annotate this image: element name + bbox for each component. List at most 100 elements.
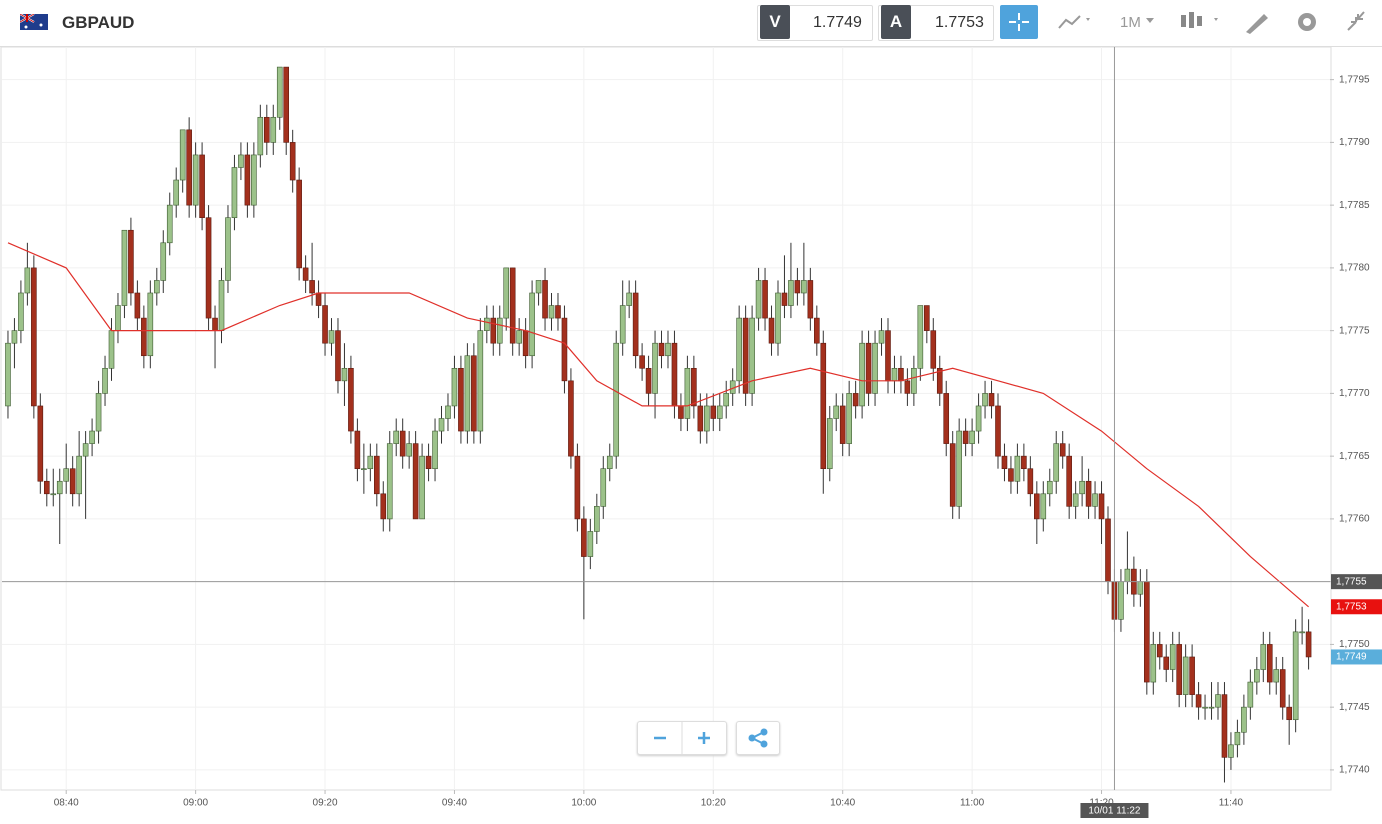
candle-body (1118, 581, 1124, 620)
candle-body (898, 367, 904, 382)
candle-body (781, 292, 788, 306)
candle-body (1221, 694, 1228, 758)
candle-body (484, 317, 490, 331)
candle-body (490, 317, 497, 344)
candle-body (1053, 443, 1060, 482)
candle-body (820, 342, 827, 470)
candle-body (141, 317, 147, 357)
candle-body (69, 468, 76, 495)
share-icon (748, 728, 768, 748)
candle-body (231, 167, 238, 218)
y-tick-label: 1,7740 (1339, 765, 1370, 776)
candle-body (1144, 581, 1150, 683)
bid-box[interactable] (757, 5, 873, 41)
candle-body (192, 154, 199, 206)
candle-body (374, 455, 380, 495)
candle-body (160, 242, 167, 281)
candle-body (975, 405, 982, 432)
candle-body (1137, 581, 1144, 595)
candle-body (166, 204, 173, 244)
candle-body (755, 280, 762, 319)
candle-body (846, 393, 852, 444)
y-tick-label: 1,7775 (1339, 325, 1370, 336)
candle-body (762, 280, 768, 319)
candle-body (412, 443, 419, 520)
candle-body (5, 342, 11, 407)
candle-body (807, 280, 814, 319)
candle-body (697, 405, 704, 432)
candle-body (1163, 656, 1170, 670)
candle-body (503, 267, 510, 319)
settings-icon[interactable] (1293, 8, 1323, 38)
chart-type-icon[interactable] (1056, 8, 1096, 38)
candle-body (238, 154, 244, 168)
candle-body (1292, 631, 1299, 721)
candle-body (684, 367, 691, 419)
candle-body (911, 367, 917, 394)
candle-body (464, 355, 471, 432)
y-tick-label: 1,7790 (1339, 137, 1370, 148)
candle-body (1279, 669, 1286, 708)
candle-body (1092, 493, 1098, 507)
candle-body (639, 355, 645, 369)
candle-body (826, 418, 833, 470)
candle-body (1105, 518, 1111, 582)
candle-body (619, 305, 626, 344)
candle-body (716, 405, 723, 419)
candle-body (134, 292, 141, 319)
candle-body (335, 330, 341, 382)
candle-body (244, 154, 251, 206)
candle-body (1027, 468, 1034, 495)
crosshair-button[interactable] (1000, 5, 1038, 39)
candle-body (432, 430, 438, 470)
candle-body (1286, 706, 1292, 721)
draw-icon[interactable] (1242, 8, 1272, 38)
candle-body (1247, 681, 1254, 708)
timeframe[interactable]: 1M (1120, 14, 1141, 31)
candle-body (613, 342, 620, 457)
candle-body (969, 430, 975, 444)
candle-body (606, 455, 613, 470)
candle-body (50, 493, 57, 496)
candle-body (121, 229, 128, 306)
candle-body (788, 280, 794, 306)
candle-body (380, 493, 387, 520)
candle-body (723, 393, 730, 407)
crosshair-time-label: 10/01 11:22 (1088, 806, 1141, 817)
candle-body (289, 142, 296, 181)
y-tick-label: 1,7745 (1339, 702, 1370, 713)
candle-body (1195, 694, 1202, 708)
candle-body (678, 405, 684, 419)
dropdown-arrow (1146, 18, 1154, 23)
candle-body (393, 430, 400, 444)
ask-box[interactable] (878, 5, 994, 41)
candle-body (949, 443, 956, 507)
ask-price: 1.7753 (935, 14, 984, 31)
candle-body (632, 292, 639, 357)
candle-body (24, 267, 31, 294)
share-button[interactable] (736, 721, 780, 755)
bid-badge (1331, 649, 1382, 665)
candle-body (218, 280, 225, 331)
candle-body (438, 418, 445, 432)
candle-body (1169, 644, 1176, 670)
candle-body (386, 443, 393, 520)
candle-body (736, 317, 742, 382)
candle-body (587, 531, 594, 557)
candle-body (95, 393, 102, 432)
candle-body (904, 380, 911, 394)
candle-body (1085, 480, 1092, 507)
candle-body (516, 330, 522, 344)
x-tick-label: 11:40 (1219, 798, 1244, 809)
candle-body (225, 217, 231, 281)
candle-body (361, 468, 367, 471)
y-tick-label: 1,7765 (1339, 451, 1370, 462)
candle-body (917, 305, 924, 369)
candle-body (302, 267, 309, 281)
collapse-icon[interactable] (1344, 8, 1374, 38)
candles-icon[interactable] (1178, 8, 1228, 38)
candle-body (775, 292, 781, 344)
candle-body (878, 330, 885, 344)
